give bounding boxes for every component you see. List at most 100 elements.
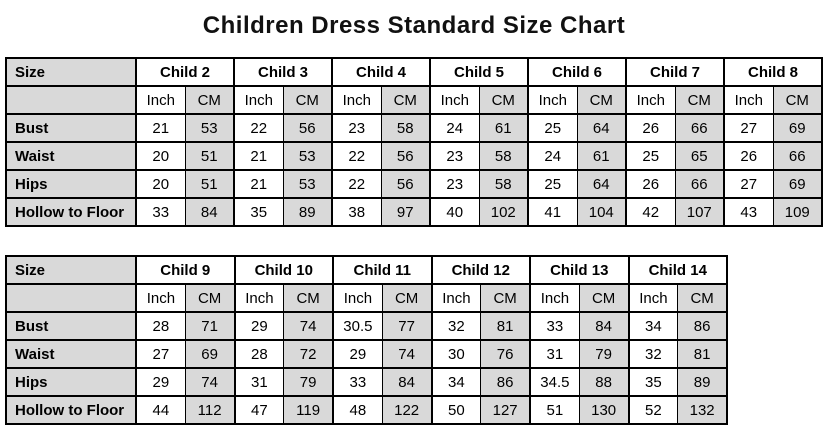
inch-value: 33 xyxy=(528,311,580,341)
inch-value: 30 xyxy=(430,339,482,369)
inch-value: 27 xyxy=(723,169,774,199)
cm-value: 132 xyxy=(677,395,728,425)
units-row-blank-cell xyxy=(5,283,137,313)
cm-value: 84 xyxy=(381,367,433,397)
inch-value: 34 xyxy=(627,311,679,341)
cm-value: 74 xyxy=(184,367,236,397)
inch-value: 38 xyxy=(331,197,382,227)
row-label-hips: Hips xyxy=(5,367,137,397)
cm-value: 79 xyxy=(283,367,334,397)
column-header-child-10: Child 10 xyxy=(233,255,334,285)
unit-label-inch: Inch xyxy=(233,85,284,115)
inch-value: 28 xyxy=(233,339,285,369)
inch-value: 33 xyxy=(135,197,186,227)
row-label-hips: Hips xyxy=(5,169,137,199)
row-label-waist: Waist xyxy=(5,339,137,369)
cm-value: 56 xyxy=(282,113,333,143)
cm-value: 77 xyxy=(381,311,433,341)
cm-value: 89 xyxy=(677,367,728,397)
inch-value: 20 xyxy=(135,141,186,171)
cm-value: 69 xyxy=(184,339,236,369)
cm-value: 84 xyxy=(578,311,630,341)
measurement-row-hollow-to-floor: Hollow to Floor 44 112 47 119 48 122 50 127 51 130… xyxy=(5,395,728,425)
inch-value: 25 xyxy=(527,169,578,199)
inch-value: 21 xyxy=(233,169,284,199)
cm-value: 88 xyxy=(578,367,630,397)
cm-value: 81 xyxy=(480,311,531,341)
cm-value: 58 xyxy=(478,141,529,171)
table-header-row: Size Child 9 Child 10 Child 11 Child 12 Child… xyxy=(5,255,728,285)
inch-value: 29 xyxy=(331,339,383,369)
inch-value: 25 xyxy=(527,113,578,143)
measurement-row-bust: Bust 21 53 22 56 23 58 24 61 25 64 26 66 27 69 xyxy=(5,113,823,143)
cm-value: 66 xyxy=(674,113,725,143)
inch-value: 32 xyxy=(430,311,482,341)
measurement-row-waist: Waist 27 69 28 72 29 74 30 76 31 79 32 81 xyxy=(5,339,728,369)
measurement-row-bust: Bust 28 71 29 74 30.5 77 32 81 33 84 34 86 xyxy=(5,311,728,341)
size-table-child-9-14: Size Child 9 Child 10 Child 11 Child 12 Child… xyxy=(5,255,728,425)
unit-label-inch: Inch xyxy=(625,85,676,115)
cm-value: 58 xyxy=(380,113,431,143)
cm-value: 130 xyxy=(578,395,630,425)
cm-value: 66 xyxy=(772,141,823,171)
inch-value: 34.5 xyxy=(528,367,580,397)
unit-label-cm: CM xyxy=(576,85,627,115)
cm-value: 81 xyxy=(677,339,728,369)
unit-label-cm: CM xyxy=(478,85,529,115)
cm-value: 122 xyxy=(381,395,433,425)
column-header-child-5: Child 5 xyxy=(429,57,529,87)
units-row-blank-cell xyxy=(5,85,137,115)
cm-value: 61 xyxy=(576,141,627,171)
cm-value: 74 xyxy=(283,311,334,341)
inch-value: 52 xyxy=(627,395,679,425)
cm-value: 89 xyxy=(282,197,333,227)
unit-label-cm: CM xyxy=(381,283,433,313)
column-header-child-7: Child 7 xyxy=(625,57,725,87)
unit-label-cm: CM xyxy=(578,283,630,313)
cm-value: 61 xyxy=(478,113,529,143)
cm-value: 69 xyxy=(772,169,823,199)
inch-value: 31 xyxy=(528,339,580,369)
cm-value: 107 xyxy=(674,197,725,227)
inch-value: 20 xyxy=(135,169,186,199)
column-header-child-13: Child 13 xyxy=(529,255,629,285)
measurement-row-hips: Hips 20 51 21 53 22 56 23 58 25 64 26 66 27 69 xyxy=(5,169,823,199)
inch-value: 27 xyxy=(134,339,186,369)
inch-value: 50 xyxy=(430,395,482,425)
inch-value: 34 xyxy=(430,367,482,397)
inch-value: 41 xyxy=(527,197,578,227)
unit-label-cm: CM xyxy=(480,283,531,313)
inch-value: 23 xyxy=(331,113,382,143)
row-label-bust: Bust xyxy=(5,113,137,143)
inch-value: 26 xyxy=(723,141,774,171)
column-header-child-3: Child 3 xyxy=(233,57,333,87)
inch-value: 28 xyxy=(134,311,186,341)
inch-value: 51 xyxy=(528,395,580,425)
cm-value: 69 xyxy=(772,113,823,143)
cm-value: 97 xyxy=(380,197,431,227)
inch-value: 21 xyxy=(135,113,186,143)
cm-value: 53 xyxy=(282,141,333,171)
cm-value: 127 xyxy=(480,395,531,425)
inch-value: 22 xyxy=(331,141,382,171)
size-corner-header: Size xyxy=(5,57,137,87)
inch-value: 47 xyxy=(233,395,285,425)
inch-value: 29 xyxy=(134,367,186,397)
unit-label-cm: CM xyxy=(283,283,334,313)
inch-value: 26 xyxy=(625,113,676,143)
row-label-bust: Bust xyxy=(5,311,137,341)
unit-label-cm: CM xyxy=(380,85,431,115)
inch-value: 42 xyxy=(625,197,676,227)
measurement-row-hips: Hips 29 74 31 79 33 84 34 86 34.5 88 35 89 xyxy=(5,367,728,397)
cm-value: 56 xyxy=(380,169,431,199)
unit-label-inch: Inch xyxy=(135,85,186,115)
units-row: Inch CM Inch CM Inch CM Inch CM Inch CM Inch CM Inch… xyxy=(5,85,823,115)
inch-value: 43 xyxy=(723,197,774,227)
cm-value: 58 xyxy=(478,169,529,199)
column-header-child-2: Child 2 xyxy=(135,57,235,87)
cm-value: 65 xyxy=(674,141,725,171)
inch-value: 26 xyxy=(625,169,676,199)
inch-value: 23 xyxy=(429,169,480,199)
column-header-child-11: Child 11 xyxy=(332,255,432,285)
